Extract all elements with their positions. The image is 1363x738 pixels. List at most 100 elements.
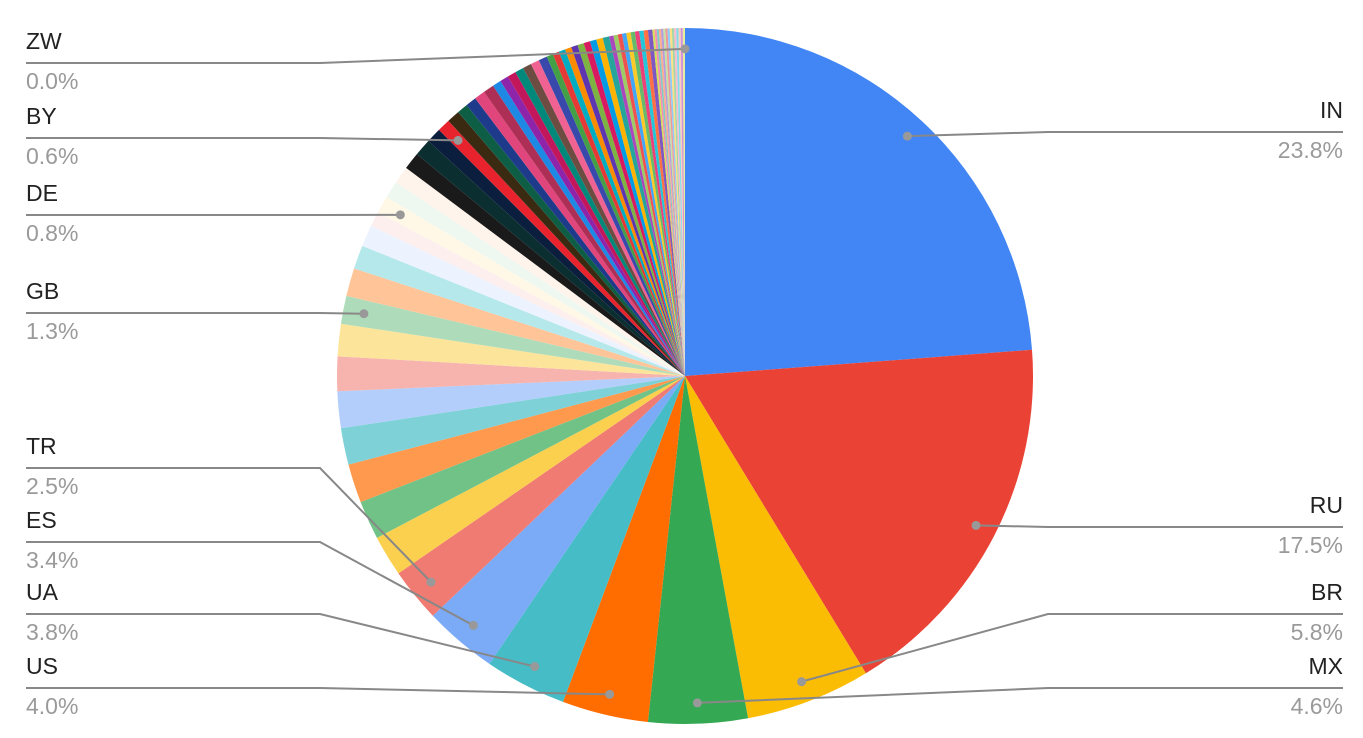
slice-percent: 1.3%: [26, 318, 78, 344]
pie-slice: [346, 268, 685, 376]
pie-slice: [546, 54, 685, 377]
pie-slice: [523, 63, 685, 376]
pie-slice: [656, 28, 685, 376]
slice-name: GB: [26, 278, 59, 304]
pie-slice: [647, 29, 685, 377]
pie-slice: [552, 51, 685, 376]
pie-slice: [685, 28, 1033, 376]
leader-dot: [692, 698, 702, 708]
pie-slice: [493, 81, 685, 376]
pie-slice: [362, 225, 685, 376]
leader-dot: [680, 44, 690, 54]
pie-slice: [376, 376, 685, 574]
pie-slice: [590, 39, 685, 376]
leader-dot: [797, 677, 807, 687]
pie-slice: [680, 28, 685, 377]
leader-dot: [468, 620, 478, 630]
pie-slice: [596, 37, 685, 376]
leader-dot: [605, 689, 615, 699]
pie-slice: [386, 182, 685, 376]
pie-slice: [337, 376, 685, 429]
pie-slice: [634, 31, 685, 377]
pie-slice: [654, 29, 685, 377]
leader-dot: [971, 520, 981, 530]
slice-name: UA: [26, 579, 59, 605]
pie-slice: [676, 28, 685, 376]
leader-line: [26, 47, 686, 64]
pie-slice: [438, 120, 685, 376]
pie-slice: [563, 376, 685, 723]
slice-name: US: [26, 653, 58, 679]
slice-name: BY: [26, 103, 57, 129]
pie-slice: [500, 76, 685, 376]
slice-percent: 4.0%: [26, 693, 78, 719]
pie-slice: [466, 98, 685, 376]
pie-slice: [577, 43, 685, 376]
pie-slice: [489, 376, 685, 702]
pie-slice: [626, 32, 685, 377]
slice-name: RU: [1310, 492, 1343, 518]
leader-dot: [395, 210, 405, 220]
leader-line: [26, 687, 610, 696]
slice-name: DE: [26, 180, 58, 206]
pie-slice: [538, 56, 685, 376]
leader-dot: [453, 135, 463, 145]
pie-slice: [337, 356, 685, 392]
pie-slice: [643, 29, 685, 376]
leader-line: [26, 613, 535, 668]
pie-slice: [630, 31, 685, 377]
pie-slice: [674, 28, 685, 377]
pie-slice: [660, 28, 685, 376]
pie-slice: [685, 376, 866, 719]
pie-slice: [416, 140, 685, 376]
pie-slice: [475, 91, 685, 376]
pie-slice: [348, 376, 685, 503]
slice-percent: 3.8%: [26, 619, 78, 645]
slice-percent: 2.5%: [26, 473, 78, 499]
slice-percent: 5.8%: [1291, 619, 1343, 645]
slice-percent: 0.8%: [26, 220, 78, 246]
pie-slice: [639, 30, 685, 376]
pie-slice: [395, 167, 685, 376]
pie-slice: [340, 376, 685, 465]
slice-percent: 23.8%: [1278, 137, 1343, 163]
pie-slice: [682, 28, 685, 376]
slice-name: ES: [26, 507, 57, 533]
slice-percent: 4.6%: [1291, 693, 1343, 719]
slice-percent: 3.4%: [26, 547, 78, 573]
pie-slice: [667, 28, 685, 376]
pie-slice: [377, 196, 685, 376]
pie-slice: [406, 154, 685, 376]
pie-slice: [669, 28, 685, 377]
pie-slice: [558, 49, 685, 376]
pie-slice: [663, 28, 685, 376]
leader-line: [907, 131, 1343, 138]
pie-slice: [583, 41, 685, 377]
pie-slice: [571, 45, 685, 376]
pie-slice: [621, 32, 685, 377]
slice-name: TR: [26, 433, 57, 459]
pie-slice: [337, 323, 685, 376]
pie-slice: [398, 376, 685, 616]
pie-slice: [647, 376, 749, 724]
leader-line: [697, 687, 1343, 704]
slice-name: MX: [1309, 653, 1344, 679]
pie-slice: [613, 34, 685, 376]
pie-slice: [665, 28, 685, 376]
leader-line: [26, 137, 459, 142]
pie-slice: [360, 376, 685, 538]
pie-slice: [617, 33, 685, 376]
slice-percent: 0.0%: [26, 68, 78, 94]
pie-slice: [515, 67, 685, 376]
pie-slice: [658, 28, 685, 377]
leader-dot: [359, 309, 369, 319]
slice-name: IN: [1320, 97, 1343, 123]
leader-dot: [902, 131, 912, 141]
leader-line: [26, 541, 474, 627]
pie-slice: [652, 29, 685, 376]
pie-slice: [458, 105, 685, 376]
pie-slice: [507, 72, 685, 376]
leader-dot: [426, 577, 436, 587]
pie-slice: [428, 129, 685, 376]
slice-percent: 0.6%: [26, 143, 78, 169]
